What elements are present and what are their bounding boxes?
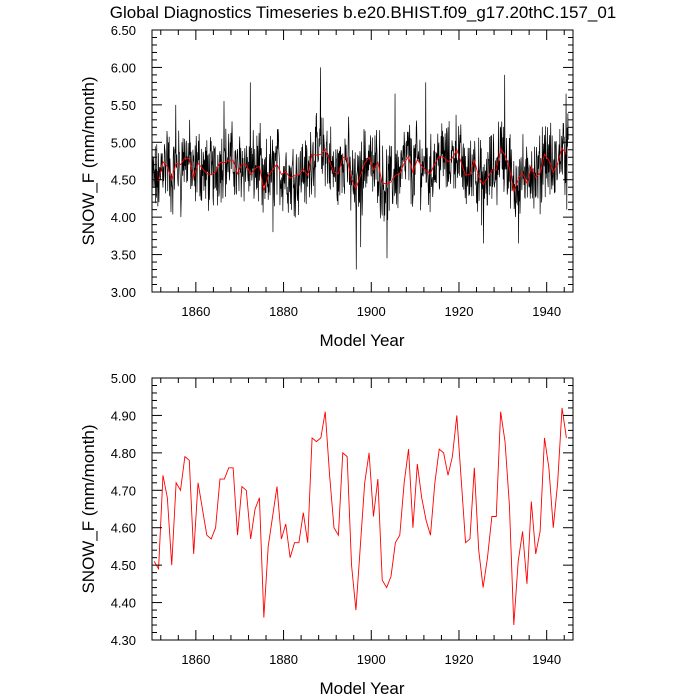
- x-tick-label: 1900: [357, 304, 386, 319]
- y-tick-label: 4.80: [111, 446, 136, 461]
- x-tick-label: 1880: [269, 304, 298, 319]
- y-tick-label: 4.70: [111, 483, 136, 498]
- x-tick-label: 1920: [445, 304, 474, 319]
- bottom-series-group: [153, 407, 567, 626]
- top-panel: 1860 1880 1900 1920 1940 3.00 3.50 4.00 4.50 5.00…: [79, 23, 574, 350]
- bottom-y-axis-label: SNOW_F (mm/month): [79, 424, 98, 593]
- x-tick-label: 1860: [181, 652, 210, 667]
- bottom-ticks: 1860 1880 1900 1920 1940 4.30 4.40 4.50 4.60 4.70…: [111, 371, 573, 667]
- annual-mean-line-bottom: [153, 407, 567, 626]
- x-tick-label: 1940: [532, 304, 561, 319]
- x-tick-label: 1940: [532, 652, 561, 667]
- y-tick-label: 5.50: [111, 98, 136, 113]
- chart-title: Global Diagnostics Timeseries b.e20.BHIS…: [110, 3, 617, 22]
- x-tick-label: 1900: [357, 652, 386, 667]
- y-tick-label: 5.00: [111, 371, 136, 386]
- top-x-axis-label: Model Year: [319, 331, 404, 350]
- y-tick-label: 4.50: [111, 558, 136, 573]
- y-tick-label: 4.40: [111, 596, 136, 611]
- x-tick-label: 1860: [181, 304, 210, 319]
- y-tick-label: 4.60: [111, 521, 136, 536]
- monthly-series-line: [151, 67, 569, 270]
- y-tick-label: 4.00: [111, 210, 136, 225]
- x-tick-label: 1920: [445, 652, 474, 667]
- y-tick-label: 4.90: [111, 408, 136, 423]
- top-series-group: [151, 67, 569, 270]
- top-plot-frame: [151, 29, 574, 293]
- y-tick-label: 5.00: [111, 135, 136, 150]
- top-ticks: 1860 1880 1900 1920 1940 3.00 3.50 4.00 4.50 5.00…: [111, 23, 573, 319]
- y-tick-label: 6.50: [111, 23, 136, 38]
- y-tick-label: 3.00: [111, 285, 136, 300]
- bottom-x-axis-label: Model Year: [319, 679, 404, 698]
- y-tick-label: 4.50: [111, 173, 136, 188]
- y-tick-label: 3.50: [111, 248, 136, 263]
- x-tick-label: 1880: [269, 652, 298, 667]
- y-tick-label: 6.00: [111, 60, 136, 75]
- bottom-panel: 1860 1880 1900 1920 1940 4.30 4.40 4.50 4.60 4.70…: [79, 371, 574, 698]
- annual-mean-line-top: [154, 147, 567, 194]
- y-tick-label: 4.30: [111, 633, 136, 648]
- top-y-axis-label: SNOW_F (mm/month): [79, 76, 98, 245]
- bottom-plot-frame: [151, 377, 574, 641]
